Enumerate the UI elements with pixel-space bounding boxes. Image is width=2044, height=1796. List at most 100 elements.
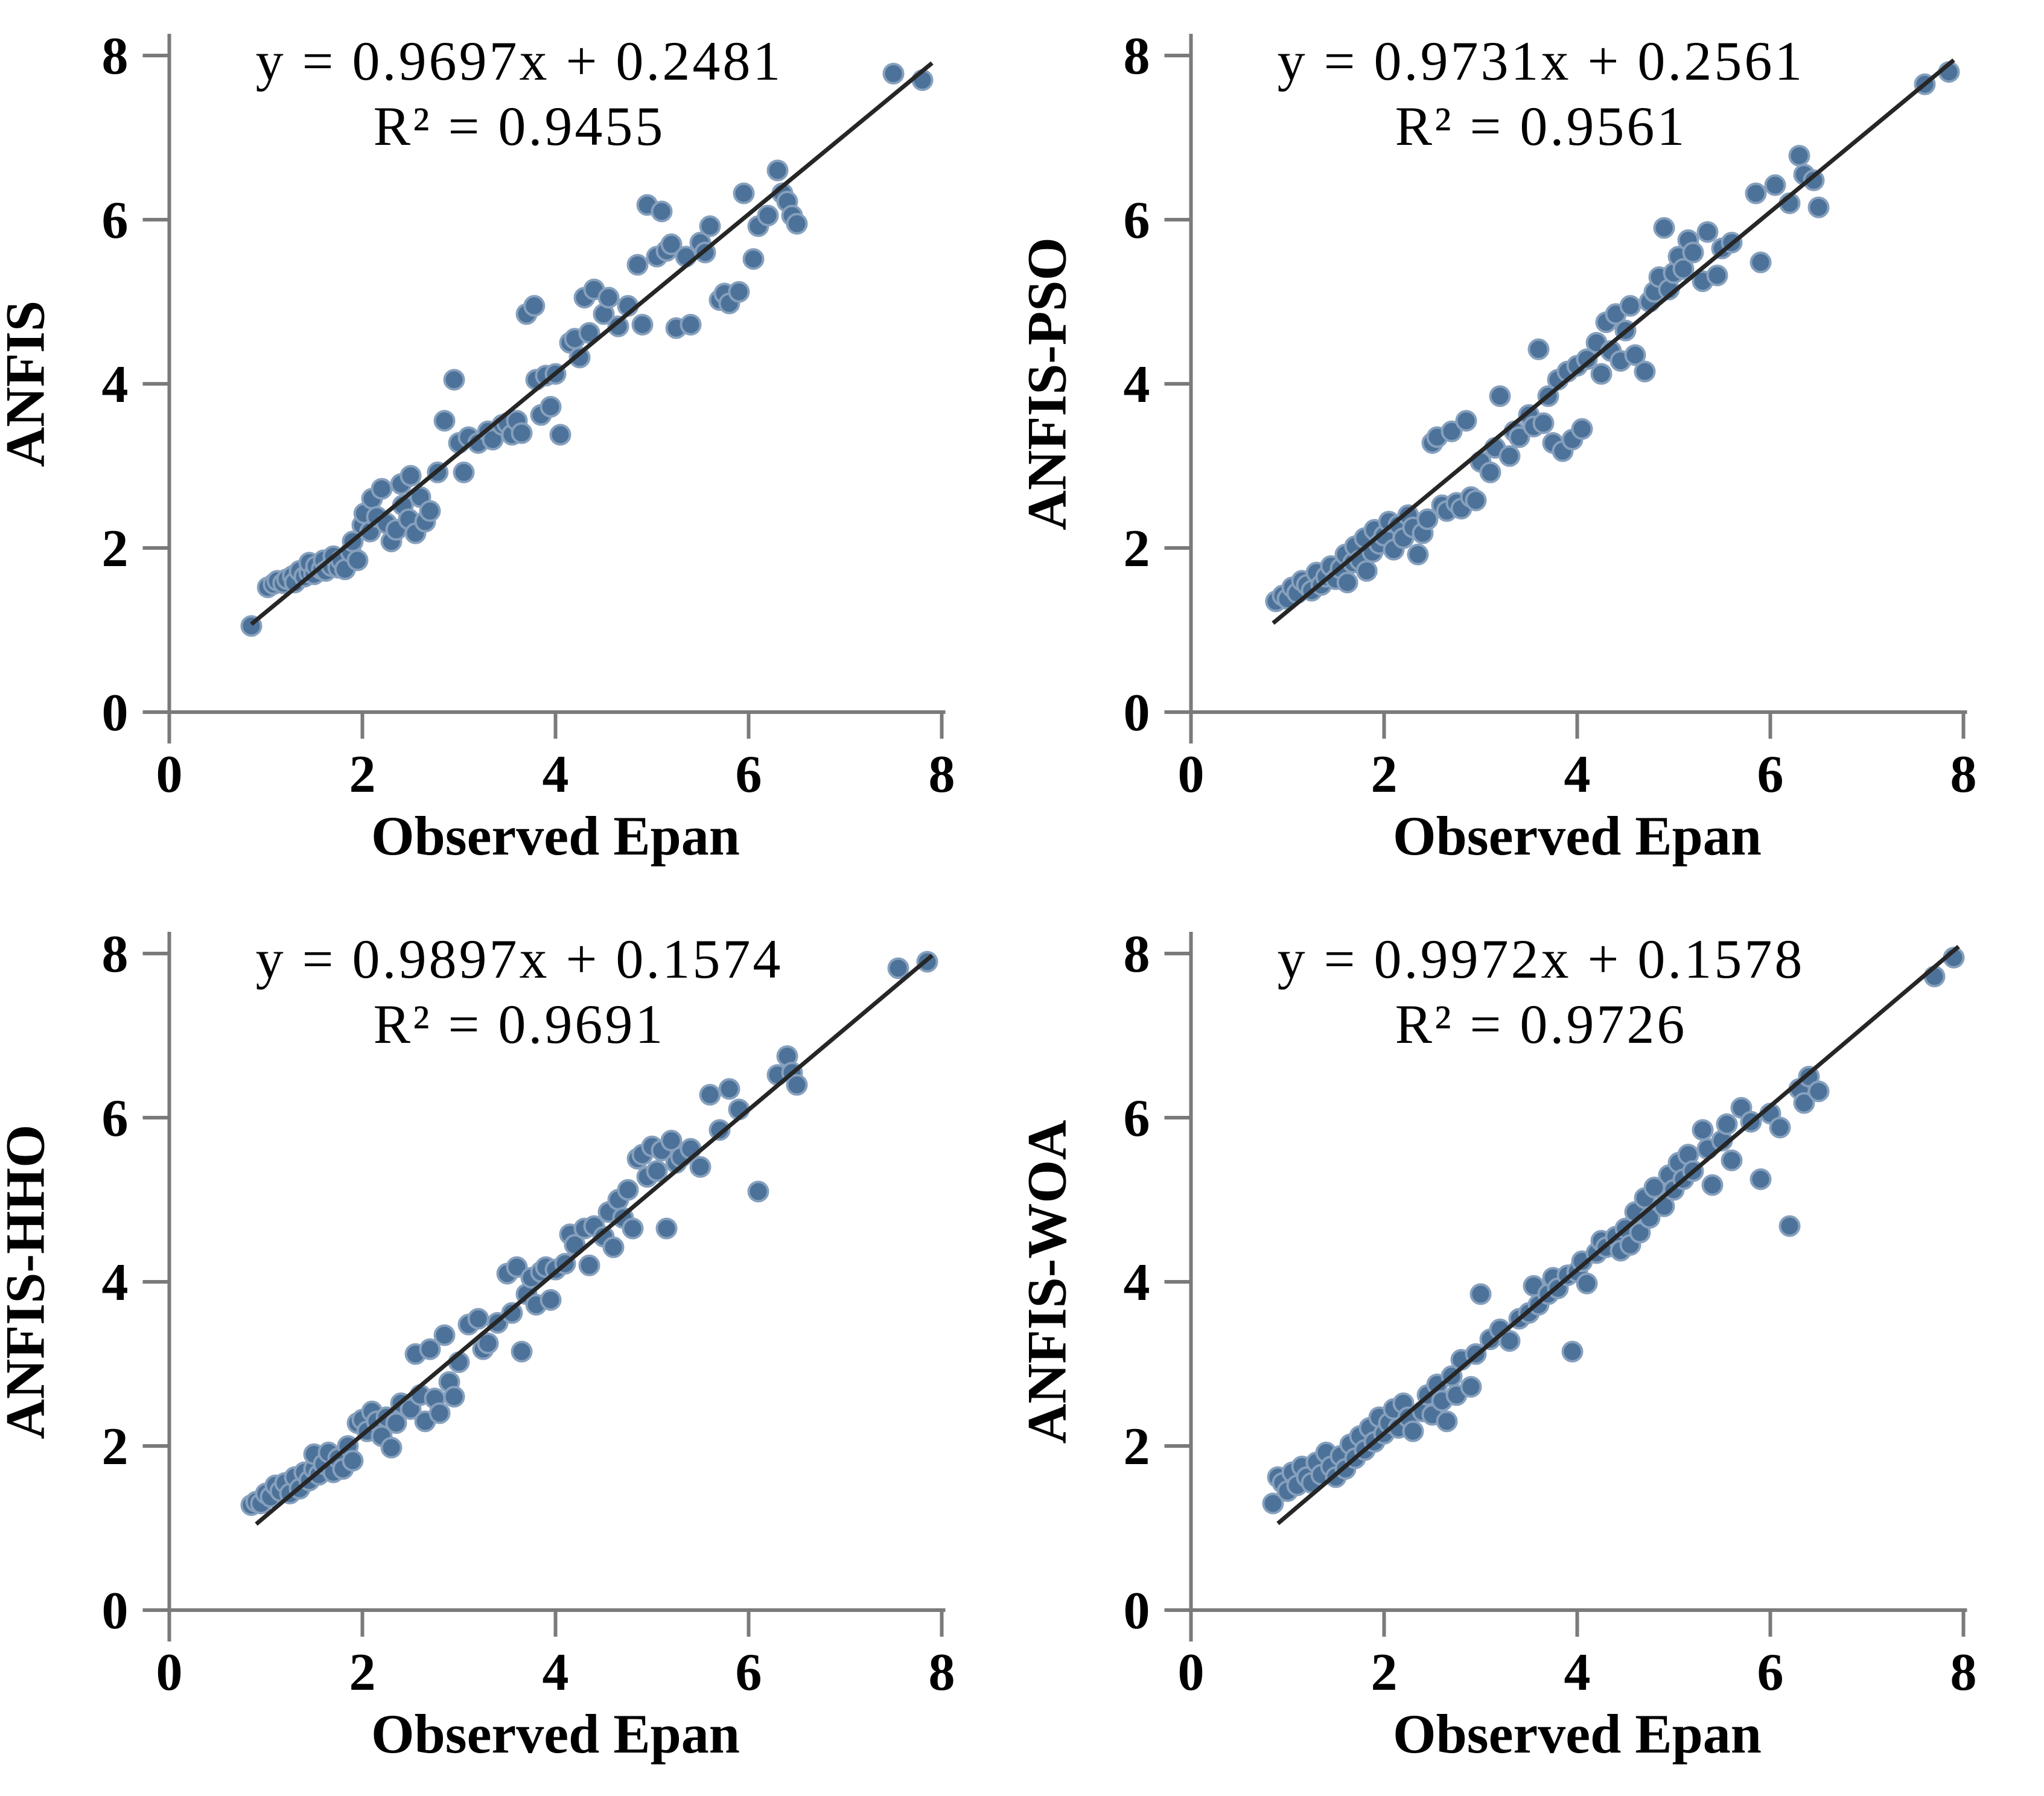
x-tick-label: 6: [1757, 1643, 1784, 1702]
x-tick-label: 6: [736, 745, 762, 804]
data-point: [1778, 1215, 1801, 1237]
equation-label: y = 0.9972x + 0.1578: [1278, 928, 1805, 990]
data-point: [1498, 445, 1521, 467]
x-tick-label: 0: [1178, 745, 1205, 804]
data-point: [1479, 461, 1501, 483]
y-tick-label: 6: [1124, 191, 1150, 250]
y-tick-label: 6: [102, 191, 129, 250]
data-point: [766, 159, 789, 182]
data-point: [506, 1256, 528, 1278]
equation-label: y = 0.9697x + 0.2481: [256, 30, 783, 92]
data-point: [1561, 1340, 1584, 1363]
data-point: [1402, 1420, 1424, 1442]
y-tick-label: 8: [1124, 925, 1150, 984]
scatter-plot-anfis-hho: 0 2 4 6 8 0 2 4 6 8 y = 0.9897x + 0.1574 R² = 0.9…: [0, 925, 955, 1765]
data-point: [1696, 221, 1719, 243]
ticks-group: 0 2 4 6 8 0 2 4 6 8: [102, 27, 955, 804]
data-point: [1355, 560, 1378, 582]
x-axis-title: Observed Epan: [371, 1703, 740, 1765]
r-squared-label: R² = 0.9455: [374, 95, 666, 157]
equation-label: y = 0.9731x + 0.2561: [1278, 30, 1805, 92]
data-point: [1498, 1330, 1521, 1352]
x-tick-label: 2: [1371, 745, 1398, 804]
data-point: [578, 322, 600, 344]
y-tick-label: 8: [102, 27, 129, 86]
data-point: [602, 1236, 625, 1258]
data-point: [1407, 543, 1429, 565]
data-point: [786, 1074, 808, 1096]
trend-group: [250, 61, 934, 626]
x-tick-label: 4: [1564, 1643, 1591, 1702]
y-tick-label: 0: [1124, 1582, 1150, 1640]
x-tick-label: 0: [1178, 1643, 1205, 1702]
data-point: [1769, 1116, 1791, 1139]
data-point: [1532, 412, 1555, 435]
data-point: [540, 1289, 562, 1311]
x-tick-label: 4: [543, 1643, 569, 1702]
data-point: [1672, 258, 1695, 280]
data-point: [1793, 1092, 1815, 1114]
data-point: [631, 314, 654, 336]
trend-line: [1272, 58, 1955, 625]
x-axis-title: Observed Epan: [1393, 805, 1762, 867]
data-point: [887, 957, 909, 979]
y-tick-label: 6: [102, 1089, 129, 1148]
data-point: [400, 465, 422, 487]
x-tick-label: 2: [1371, 1643, 1398, 1702]
data-point: [1745, 182, 1767, 205]
data-point: [511, 422, 533, 444]
data-point: [1571, 418, 1593, 440]
data-point: [747, 1180, 769, 1203]
y-tick-label: 0: [102, 684, 129, 742]
data-point: [1590, 363, 1613, 385]
panel-anfis-woa: 0 2 4 6 8 0 2 4 6 8 y = 0.9972x + 0.1578 R² = 0.9…: [1022, 898, 2043, 1796]
data-point: [1576, 1272, 1598, 1294]
data-point: [622, 1217, 644, 1240]
data-point: [699, 1084, 721, 1106]
x-tick-label: 0: [156, 1643, 183, 1702]
data-point: [419, 1338, 441, 1360]
data-point: [1682, 241, 1704, 264]
y-tick-label: 4: [1124, 1253, 1150, 1312]
data-point: [467, 1308, 489, 1330]
x-tick-label: 6: [1757, 745, 1784, 804]
data-point: [523, 295, 546, 317]
data-point: [428, 1402, 451, 1424]
x-tick-label: 8: [929, 745, 955, 804]
y-tick-label: 4: [102, 1253, 129, 1312]
data-point: [597, 287, 620, 309]
data-point: [699, 215, 721, 237]
data-point: [1749, 1168, 1772, 1190]
x-tick-label: 8: [1950, 1643, 1977, 1702]
data-point: [1262, 1492, 1284, 1515]
data-point: [433, 1324, 456, 1346]
panel-anfis: 0 2 4 6 8 0 2 4 6 8 y = 0.9697x + 0.2481 R² = 0.9…: [0, 0, 1022, 898]
data-point: [501, 1302, 523, 1324]
data-point: [607, 315, 629, 337]
x-tick-label: 8: [1950, 745, 1977, 804]
data-point: [646, 1160, 668, 1182]
data-point: [733, 182, 755, 205]
data-point: [453, 461, 475, 483]
trend-line: [250, 61, 934, 626]
data-point: [1749, 251, 1772, 273]
data-point: [511, 1340, 533, 1363]
y-axis-title: ANFIS-WOA: [1022, 1120, 1078, 1444]
data-point: [419, 500, 441, 522]
y-tick-label: 0: [102, 1582, 129, 1640]
data-point: [1716, 1113, 1738, 1135]
x-tick-label: 4: [1564, 745, 1591, 804]
data-point: [1416, 508, 1439, 530]
data-point: [1624, 344, 1646, 366]
data-point: [443, 369, 465, 391]
scatter-plot-anfis: 0 2 4 6 8 0 2 4 6 8 y = 0.9697x + 0.2481 R² = 0.9…: [0, 27, 955, 867]
data-point: [1807, 196, 1830, 218]
data-point: [549, 424, 571, 446]
equation-label: y = 0.9897x + 0.1574: [256, 928, 783, 990]
scatter-plot-anfis-pso: 0 2 4 6 8 0 2 4 6 8 y = 0.9731x + 0.2561 R² = 0.9…: [1022, 27, 1977, 867]
y-tick-label: 4: [1124, 355, 1150, 414]
data-point: [1764, 174, 1786, 196]
data-point: [660, 1130, 683, 1151]
data-point: [371, 478, 393, 500]
data-point: [1803, 169, 1825, 191]
